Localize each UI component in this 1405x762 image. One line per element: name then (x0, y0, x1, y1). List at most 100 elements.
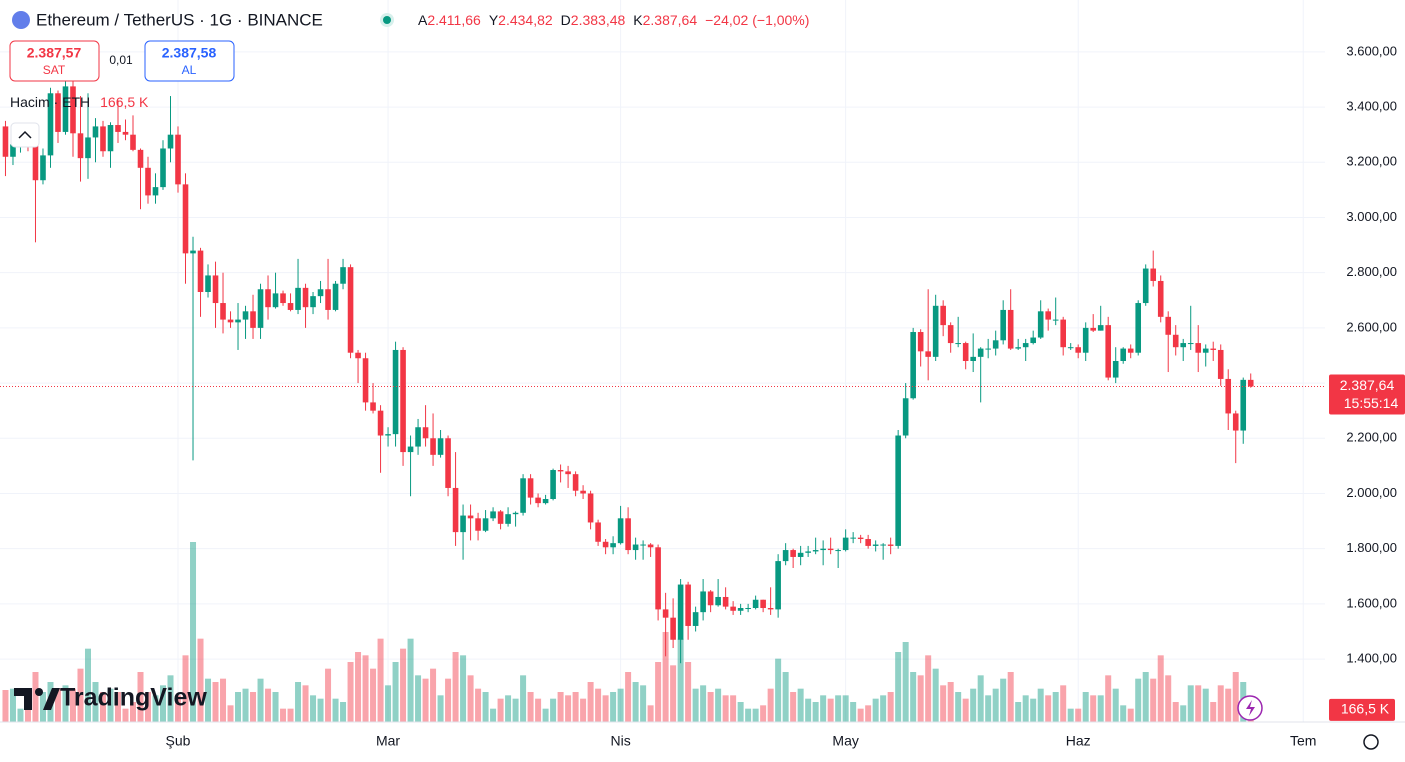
volume-bar (1097, 695, 1104, 722)
candle-body (565, 471, 571, 475)
volume-bar (317, 698, 324, 722)
volume-value: 166,5 K (100, 94, 149, 110)
volume-bar (655, 662, 662, 722)
candle-body (1210, 348, 1217, 350)
candle-body (700, 591, 706, 613)
candle-body (887, 544, 894, 546)
candle-body (1232, 413, 1239, 431)
candle-body (1202, 348, 1209, 353)
candle-body (610, 543, 616, 548)
candle-body (850, 537, 856, 539)
candle-body (587, 493, 594, 523)
volume-bar (220, 678, 227, 722)
symbol-title[interactable]: Ethereum / TetherUS · 1G · BINANCE (36, 10, 323, 29)
volume-bar (647, 705, 654, 722)
volume-bar (805, 698, 812, 722)
candle-body (985, 348, 991, 350)
volume-bar (895, 652, 902, 722)
volume-bar (992, 688, 999, 722)
volume-bar (62, 685, 69, 722)
candle-body (542, 498, 549, 504)
candle-body (505, 514, 511, 524)
x-tick-label: Mar (376, 733, 400, 749)
candle-body (902, 398, 909, 436)
volume-bar (32, 672, 39, 722)
collapse-button[interactable] (10, 122, 40, 148)
volume-bar (422, 678, 429, 722)
candle-body (475, 518, 481, 531)
settings-button[interactable] (1363, 734, 1379, 750)
volume-bar (197, 638, 204, 722)
candle-body (745, 608, 751, 610)
volume-bar (370, 668, 377, 722)
buy-label: AL (182, 63, 197, 77)
candle-body (40, 155, 46, 181)
volume-bar (715, 688, 722, 722)
volume-bar (1067, 708, 1074, 722)
volume-bar (257, 678, 264, 722)
volume-bar (467, 675, 474, 722)
volume-bar (2, 690, 9, 722)
volume-bar (227, 705, 234, 722)
candle-body (1180, 343, 1187, 348)
candle-body (662, 609, 669, 618)
candle-body (932, 305, 939, 357)
y-tick-label: 2.200,00 (1346, 430, 1397, 445)
volume-bar (310, 695, 317, 722)
candle-body (227, 319, 234, 323)
candle-body (302, 287, 309, 308)
volume-bar (482, 692, 489, 722)
volume-bar (1232, 672, 1239, 722)
candle-body (272, 293, 279, 308)
buy-button[interactable] (144, 40, 235, 82)
candle-body (205, 275, 211, 293)
volume-bar (850, 702, 857, 722)
candle-body (865, 539, 871, 546)
volume-bar (812, 702, 819, 722)
volume-bar (39, 692, 46, 722)
candle-body (130, 134, 136, 150)
candle-body (70, 86, 76, 134)
volume-bar (1037, 688, 1044, 722)
candle-body (445, 438, 451, 488)
volume-bar (107, 688, 114, 722)
candle-body (85, 137, 91, 159)
candle-body (430, 438, 436, 455)
candle-body (722, 596, 729, 607)
volume-bar (760, 705, 767, 722)
candle-body (325, 289, 331, 310)
c-key: K (633, 12, 643, 28)
volume-bar (1030, 698, 1037, 722)
volume-bar (84, 648, 91, 722)
candle-body (235, 319, 241, 323)
sell-button[interactable] (9, 40, 100, 82)
candle-body (1112, 361, 1119, 378)
y-tick-label: 1.400,00 (1346, 651, 1397, 666)
candle-body (137, 149, 144, 168)
x-tick-label: May (832, 733, 858, 749)
candle-body (1105, 325, 1112, 378)
volume-bar (745, 708, 752, 722)
volume-bar (520, 675, 527, 722)
candle-body (122, 131, 129, 135)
logo-dot (35, 688, 43, 696)
candle-body (797, 552, 804, 557)
volume-bar (362, 655, 369, 722)
volume-bar (535, 698, 542, 722)
candle-body (1217, 349, 1224, 379)
volume-bar (662, 632, 669, 722)
volume-bar (872, 698, 879, 722)
candle-body (415, 427, 421, 447)
volume-bar (190, 542, 197, 722)
volume-bar (392, 662, 399, 722)
candle-body (182, 184, 189, 254)
volume-bar (242, 688, 249, 722)
volume-bar (700, 685, 707, 722)
candle-body (250, 311, 256, 328)
volume-bar (880, 695, 887, 722)
candle-body (1172, 334, 1179, 348)
candle-body (917, 332, 924, 352)
candle-body (520, 478, 526, 513)
candle-body (295, 287, 301, 310)
volume-bar (625, 672, 632, 722)
